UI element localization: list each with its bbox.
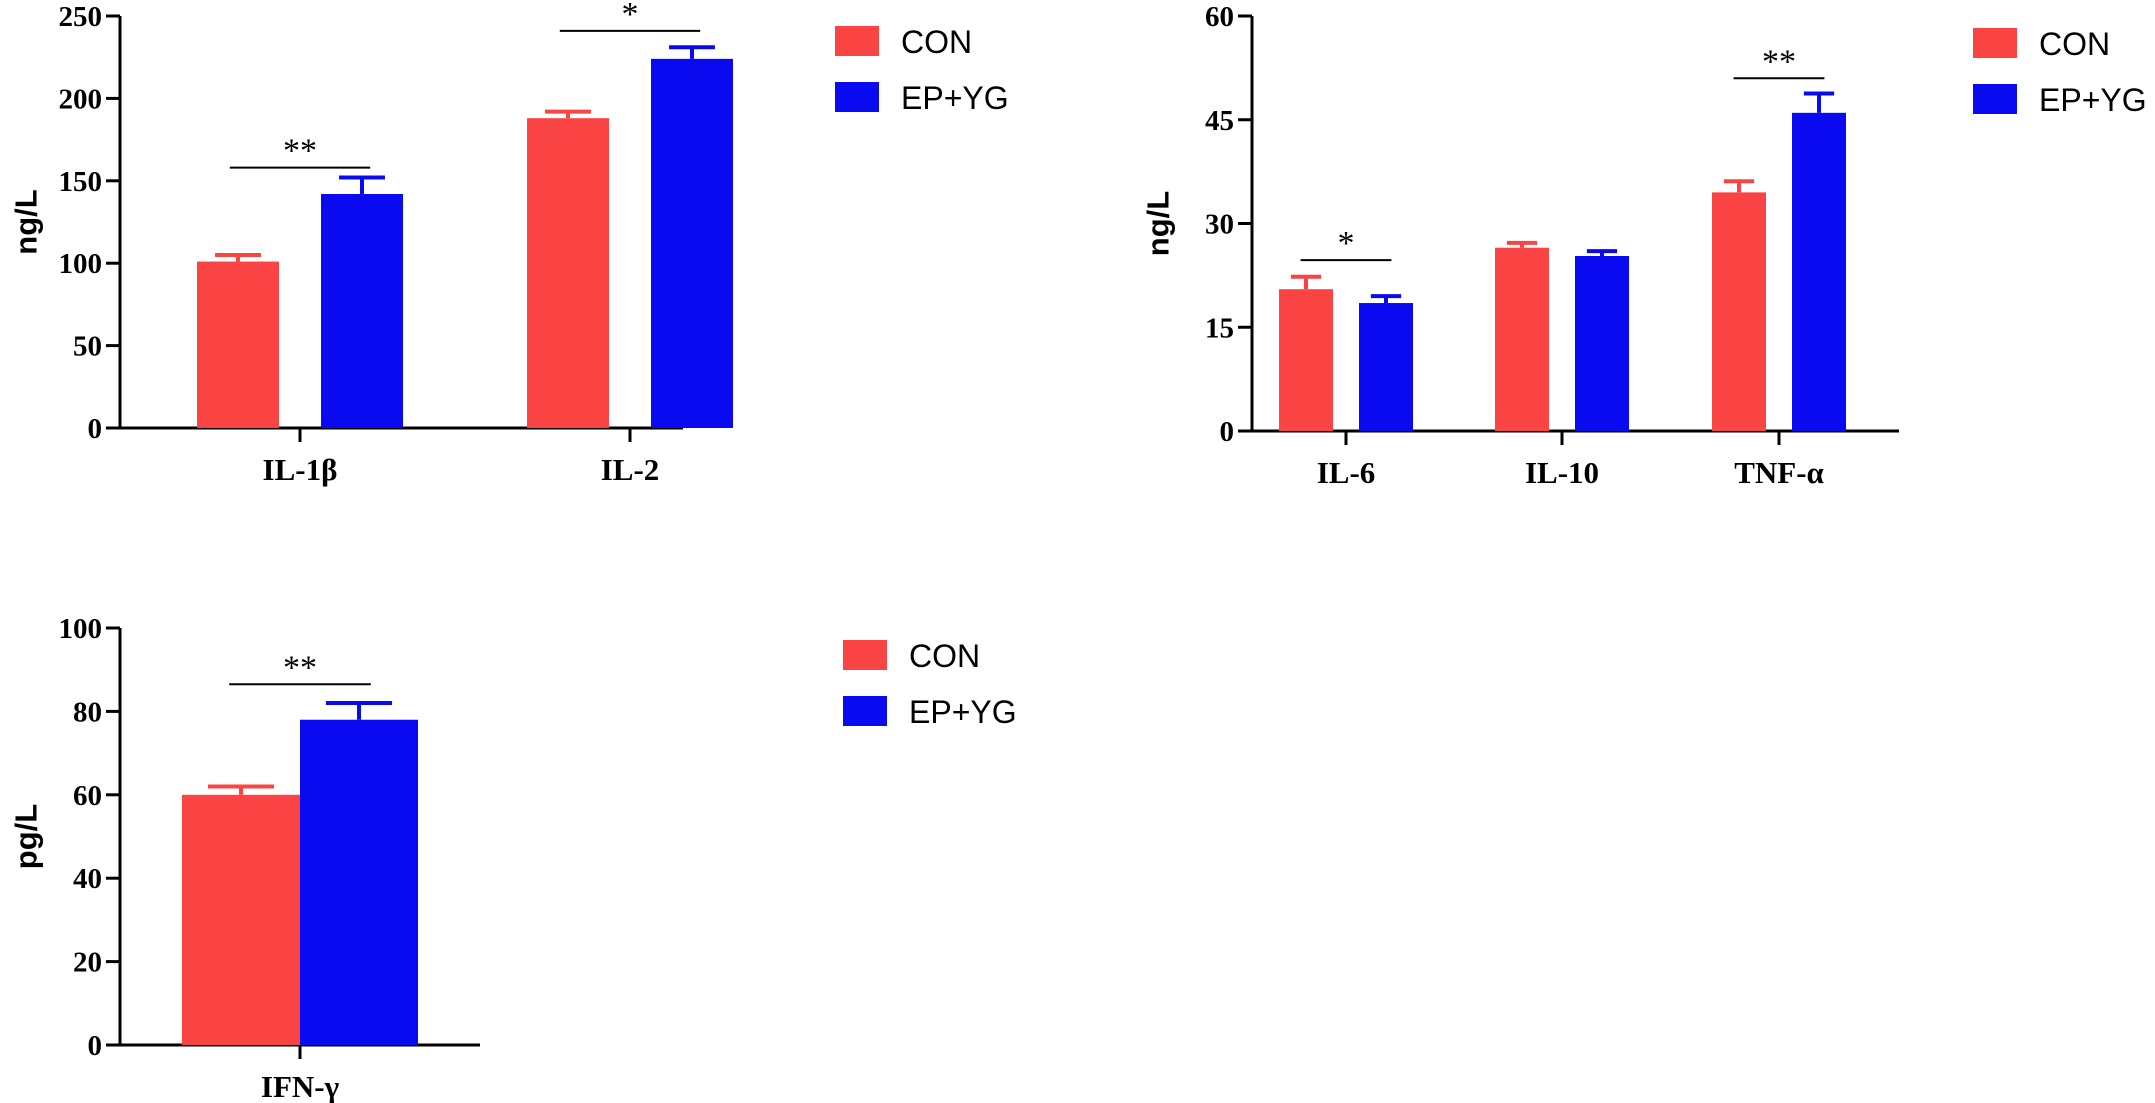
x-tick-label: IFN-γ xyxy=(261,1069,340,1103)
bar-con-0 xyxy=(1279,289,1333,431)
bar-ep-yg-0 xyxy=(1359,303,1413,431)
significance-label: * xyxy=(1338,225,1355,262)
bar-con-2 xyxy=(1712,192,1766,431)
y-tick-label: 150 xyxy=(59,166,103,198)
bar-con-1 xyxy=(527,118,609,429)
y-tick-label: 30 xyxy=(1205,209,1234,241)
legend-label: CON xyxy=(901,24,972,60)
y-axis-title: pg/L xyxy=(9,804,44,869)
legend-swatch xyxy=(1973,84,2017,114)
y-tick-label: 50 xyxy=(73,331,102,363)
x-tick-label: IL-1β xyxy=(263,452,338,487)
bar-ep-yg-0 xyxy=(300,719,418,1045)
legend-swatch xyxy=(835,82,879,112)
bar-ep-yg-1 xyxy=(1575,256,1629,431)
y-axis-title: ng/L xyxy=(1141,191,1176,256)
bar-con-0 xyxy=(197,261,279,428)
y-tick-label: 45 xyxy=(1205,105,1234,137)
y-tick-label: 0 xyxy=(88,1030,103,1062)
legend-label: CON xyxy=(909,638,980,674)
legend-swatch xyxy=(843,696,887,726)
significance-label: * xyxy=(622,0,639,33)
x-tick-label: IL-10 xyxy=(1525,455,1599,490)
chart-c: 0 20 40 60 80 100 pg/L IFN-γ ** CON EP+YG xyxy=(9,613,1017,1103)
y-axis-title: ng/L xyxy=(9,189,44,254)
bar-con-0 xyxy=(182,794,300,1045)
y-tick-label: 0 xyxy=(88,413,103,445)
significance-label: ** xyxy=(1762,43,1796,80)
y-tick-label: 40 xyxy=(73,863,102,895)
x-tick-label: TNF-α xyxy=(1734,455,1824,490)
y-tick-label: 100 xyxy=(59,248,103,280)
significance-label: ** xyxy=(283,649,317,686)
legend-swatch xyxy=(843,640,887,670)
bar-con-1 xyxy=(1495,247,1549,431)
x-tick-label: IL-2 xyxy=(601,452,660,487)
bar-ep-yg-1 xyxy=(651,58,733,429)
legend-swatch xyxy=(1973,28,2017,58)
y-tick-label: 80 xyxy=(73,696,102,728)
bar-ep-yg-2 xyxy=(1792,112,1846,431)
legend-label: EP+YG xyxy=(909,694,1017,730)
y-tick-label: 0 xyxy=(1220,416,1235,448)
legend-swatch xyxy=(835,26,879,56)
y-tick-label: 100 xyxy=(59,613,103,645)
y-tick-label: 60 xyxy=(1205,1,1234,33)
x-tick-label: IL-6 xyxy=(1317,455,1376,490)
bar-ep-yg-0 xyxy=(321,193,403,428)
significance-label: ** xyxy=(283,133,317,170)
y-tick-label: 20 xyxy=(73,947,102,979)
y-tick-label: 15 xyxy=(1205,312,1234,344)
legend-label: EP+YG xyxy=(901,80,1009,116)
y-tick-label: 200 xyxy=(59,83,103,115)
legend-label: CON xyxy=(2039,26,2110,62)
y-tick-label: 60 xyxy=(73,780,102,812)
legend-label: EP+YG xyxy=(2039,82,2147,118)
y-tick-label: 250 xyxy=(59,1,103,33)
